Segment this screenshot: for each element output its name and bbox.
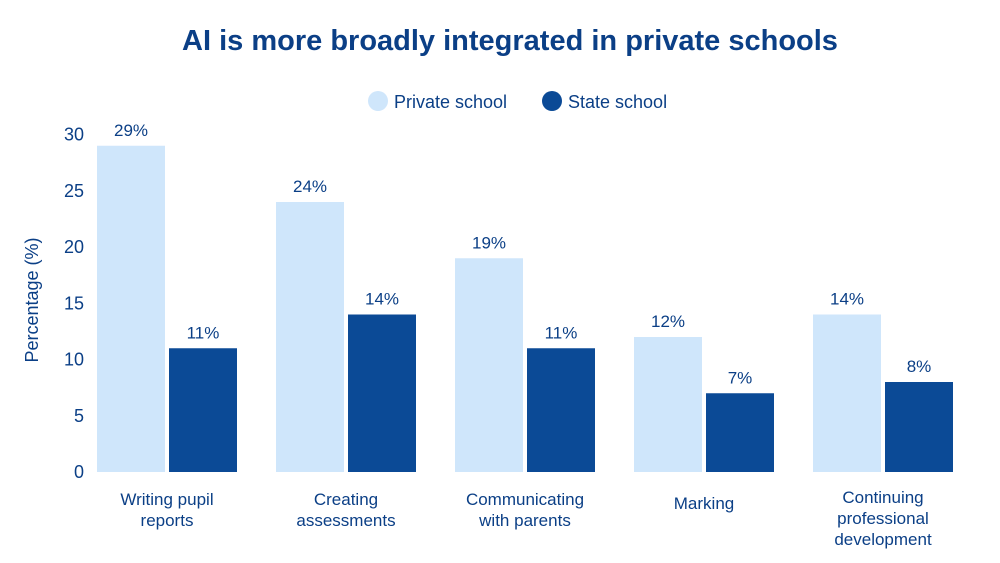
data-label: 11% bbox=[187, 323, 220, 342]
y-tick-label: 5 bbox=[74, 406, 84, 426]
data-label: 8% bbox=[907, 357, 932, 376]
bar bbox=[706, 393, 774, 472]
category-label: Writing pupil reports bbox=[120, 490, 213, 530]
data-label: 7% bbox=[728, 368, 753, 387]
legend-swatch bbox=[542, 91, 562, 111]
bar bbox=[455, 258, 523, 472]
data-label: 14% bbox=[830, 290, 864, 309]
chart-title: AI is more broadly integrated in private… bbox=[182, 25, 838, 57]
bar bbox=[813, 314, 881, 472]
bar bbox=[348, 314, 416, 472]
category-label: Communicating with parents bbox=[466, 490, 584, 530]
data-label: 11% bbox=[545, 323, 578, 342]
y-tick-label: 15 bbox=[64, 293, 84, 313]
bar bbox=[634, 337, 702, 472]
y-tick-label: 30 bbox=[64, 125, 84, 145]
bar bbox=[97, 145, 165, 472]
bar bbox=[527, 348, 595, 472]
category-label: Marking bbox=[674, 494, 734, 513]
data-label: 12% bbox=[651, 312, 685, 331]
data-label: 24% bbox=[293, 177, 327, 196]
legend-label: State school bbox=[568, 92, 667, 112]
y-tick-label: 20 bbox=[64, 237, 84, 257]
data-label: 14% bbox=[365, 290, 399, 309]
y-axis-ticks: 0 5 10 15 20 25 30 bbox=[64, 125, 84, 483]
legend-label: Private school bbox=[394, 92, 507, 112]
category-label: Continuing professional development bbox=[834, 488, 932, 549]
y-tick-label: 0 bbox=[74, 462, 84, 482]
bar bbox=[169, 348, 237, 472]
bars bbox=[97, 145, 953, 472]
legend-swatch bbox=[368, 91, 388, 111]
category-label: Creating assessments bbox=[296, 490, 395, 530]
y-axis-label: Percentage (%) bbox=[22, 237, 42, 362]
bar bbox=[885, 382, 953, 472]
y-tick-label: 10 bbox=[64, 350, 84, 370]
category-labels: Writing pupil reports Creating assessments C… bbox=[120, 488, 932, 549]
legend: Private school State school bbox=[368, 91, 667, 112]
data-label: 19% bbox=[472, 233, 506, 252]
data-labels: 29% 11% 24% 14% 19% 11% 12% 7% 14% 8% bbox=[114, 121, 931, 388]
y-tick-label: 25 bbox=[64, 181, 84, 201]
data-label: 29% bbox=[114, 121, 148, 140]
bar bbox=[276, 202, 344, 472]
